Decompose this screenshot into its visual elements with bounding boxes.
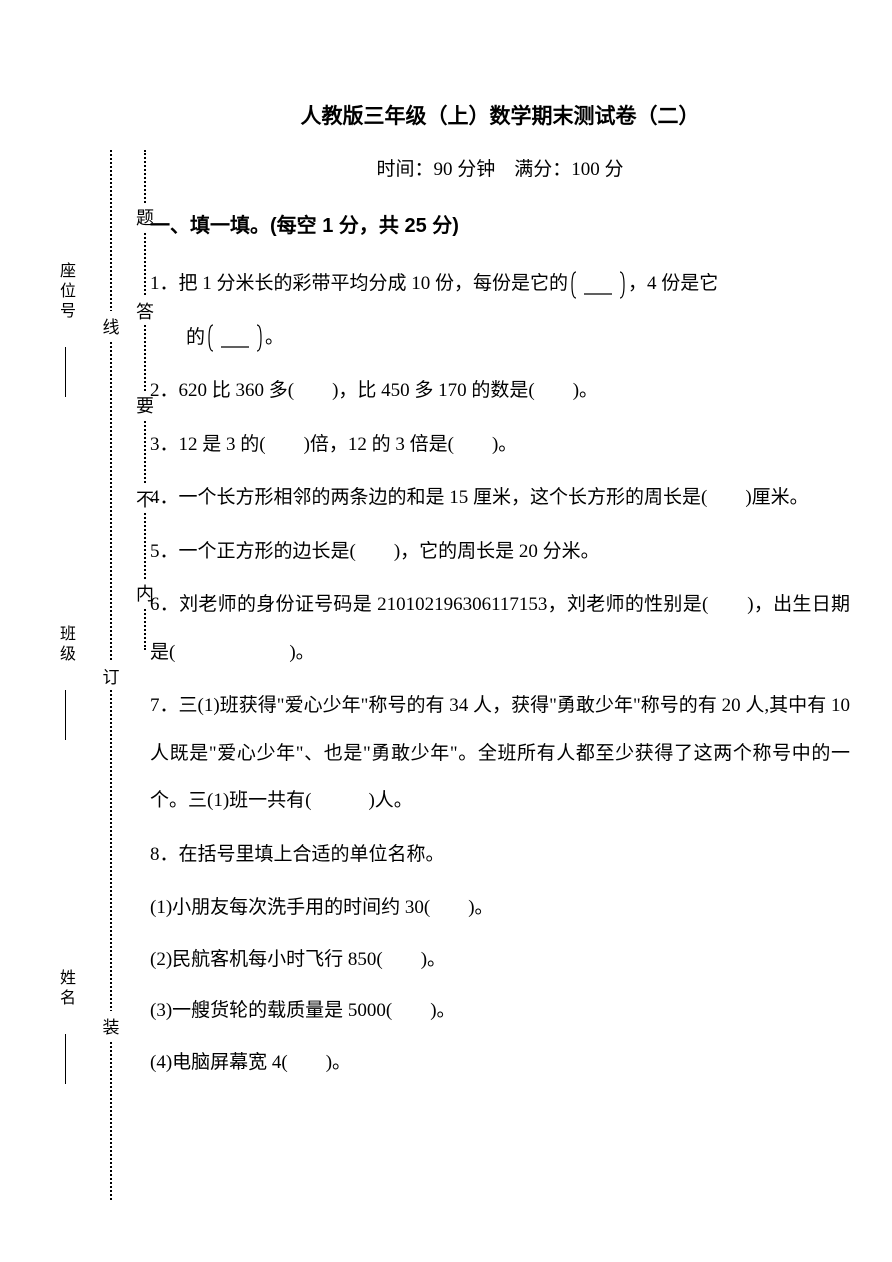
question-1: 1．把 1 分米长的彩带平均分成 10 份，每份是它的 ，4 份是它 <box>150 260 850 308</box>
seat-number-label: 座位号 <box>53 262 77 401</box>
binding-gutter: 座位号 班级 姓名 线 订 装 题 答 要 不 内 <box>50 150 140 1200</box>
dotted-char: 订 <box>103 661 120 690</box>
class-label-text: 班级 <box>57 625 74 665</box>
dotted-chars: 线 订 装 <box>100 150 122 1200</box>
question-4: 4．一个长方形相邻的两条边的和是 15 厘米，这个长方形的周长是( )厘米。 <box>150 474 850 522</box>
question-1-cont: 的。 <box>150 314 850 362</box>
page-title: 人教版三年级（上）数学期末测试卷（二） <box>150 100 850 130</box>
fraction-blank-icon <box>207 321 263 355</box>
question-8-2: (2)民航客机每小时飞行 850( )。 <box>150 936 850 984</box>
question-2: 2．620 比 360 多( )，比 450 多 170 的数是( )。 <box>150 367 850 415</box>
subtitle: 时间：90 分钟 满分：100 分 <box>150 154 850 181</box>
question-8-3: (3)一艘货轮的载质量是 5000( )。 <box>150 987 850 1035</box>
dotted-char: 装 <box>103 1011 120 1040</box>
question-7: 7．三(1)班获得"爱心少年"称号的有 34 人，获得"勇敢少年"称号的有 20… <box>150 682 850 825</box>
question-8: 8．在括号里填上合适的单位名称。 <box>150 831 850 879</box>
question-6: 6．刘老师的身份证号码是 210102196306117153，刘老师的性别是(… <box>150 581 850 676</box>
underline <box>65 690 66 740</box>
fraction-blank-icon <box>570 268 626 302</box>
content: 人教版三年级（上）数学期末测试卷（二） 时间：90 分钟 满分：100 分 一、… <box>150 100 850 1090</box>
q1-text: 。 <box>265 327 284 348</box>
q1-text: 1．把 1 分米长的彩带平均分成 10 份，每份是它的 <box>150 273 568 294</box>
question-5: 5．一个正方形的边长是( )，它的周长是 20 分米。 <box>150 528 850 576</box>
question-8-1: (1)小朋友每次洗手用的时间约 30( )。 <box>150 884 850 932</box>
section-title: 一、填一填。(每空 1 分，共 25 分) <box>150 209 850 238</box>
name-label: 姓名 <box>53 969 77 1088</box>
question-8-4: (4)电脑屏幕宽 4( )。 <box>150 1039 850 1087</box>
q1-text: 的 <box>186 327 205 348</box>
seat-label-text: 座位号 <box>57 262 74 322</box>
underline <box>65 347 66 397</box>
question-3: 3．12 是 3 的( )倍，12 的 3 倍是( )。 <box>150 421 850 469</box>
dotted-char: 线 <box>103 311 120 340</box>
name-label-text: 姓名 <box>57 969 74 1009</box>
q1-text: ，4 份是它 <box>628 273 718 294</box>
class-label: 班级 <box>53 625 77 744</box>
underline <box>65 1034 66 1084</box>
gutter-labels: 座位号 班级 姓名 <box>50 150 80 1200</box>
